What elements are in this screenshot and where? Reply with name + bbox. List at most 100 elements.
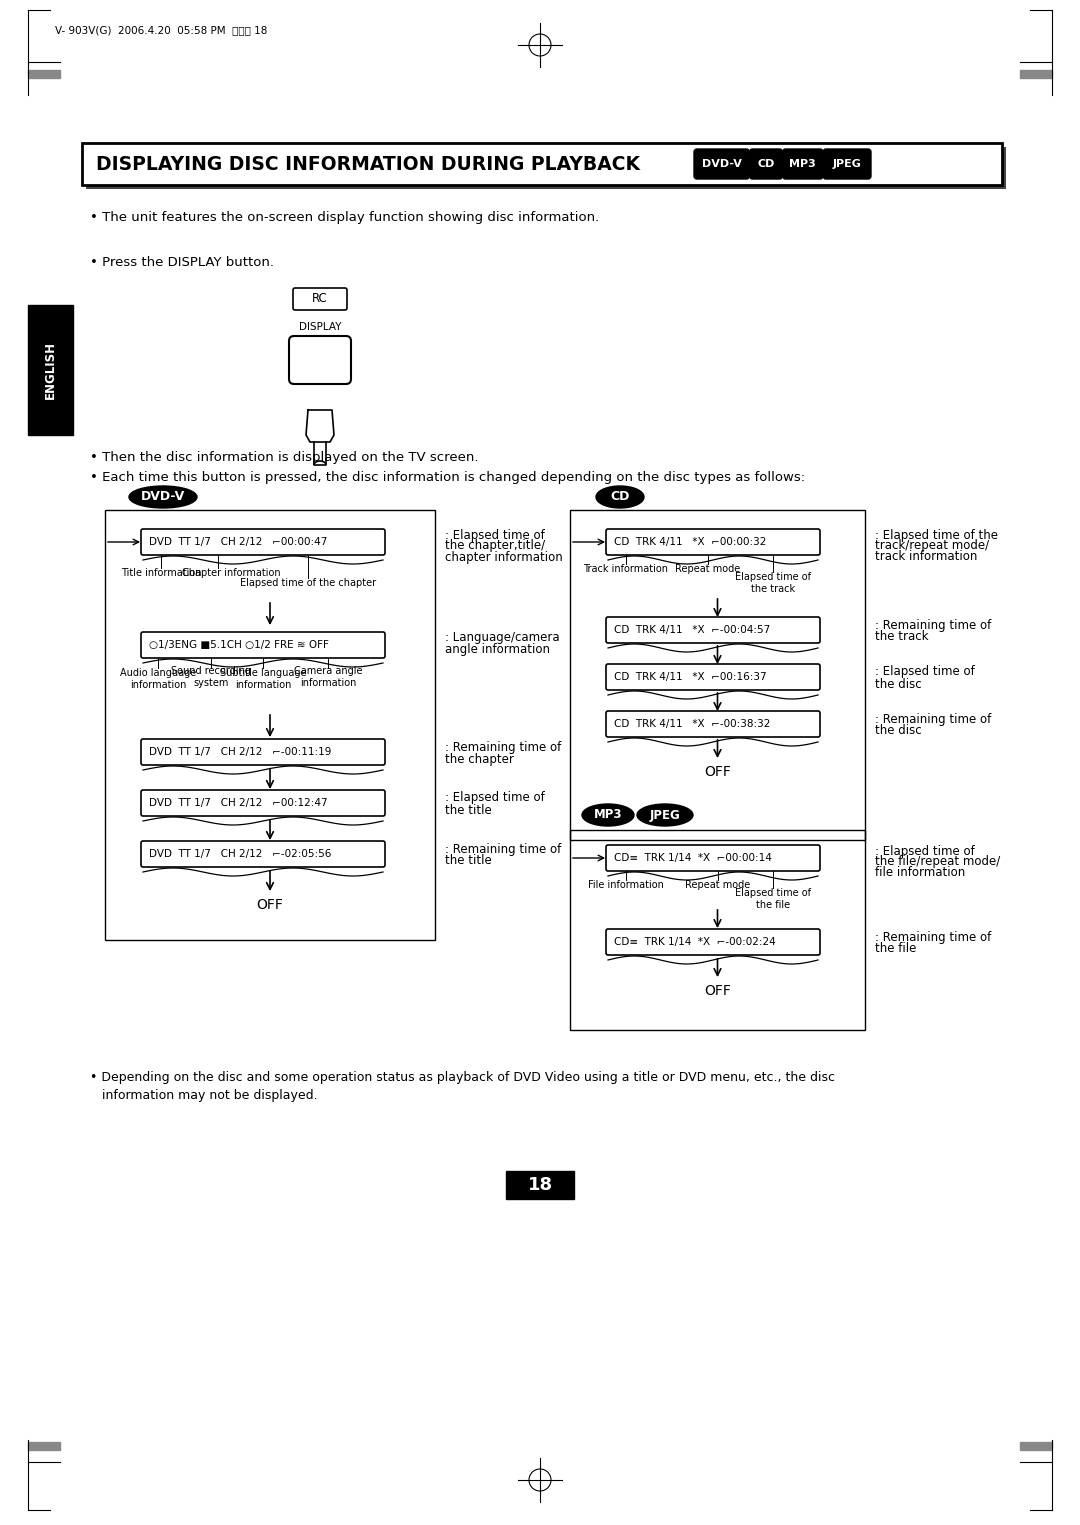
Text: DVD  TT 1/7   CH 2/12   ⌐00:00:47: DVD TT 1/7 CH 2/12 ⌐00:00:47 bbox=[149, 537, 327, 547]
Text: OFF: OFF bbox=[704, 984, 731, 997]
Ellipse shape bbox=[596, 486, 644, 508]
Bar bbox=[28, 1443, 60, 1450]
Text: CD  TRK 4/11   *X  ⌐-00:38:32: CD TRK 4/11 *X ⌐-00:38:32 bbox=[615, 718, 770, 729]
Bar bbox=[28, 305, 73, 435]
Text: : Language/camera: : Language/camera bbox=[445, 631, 559, 645]
Bar bbox=[507, 1171, 573, 1199]
FancyBboxPatch shape bbox=[141, 790, 384, 816]
Bar bbox=[105, 509, 435, 939]
FancyBboxPatch shape bbox=[141, 631, 384, 657]
Text: the title: the title bbox=[445, 854, 491, 868]
Text: V- 903V(G)  2006.4.20  05:58 PM  페이지 18: V- 903V(G) 2006.4.20 05:58 PM 페이지 18 bbox=[55, 24, 268, 35]
Text: RC: RC bbox=[312, 293, 328, 305]
Text: the chapter,title/: the chapter,title/ bbox=[445, 540, 545, 552]
Text: track/repeat mode/: track/repeat mode/ bbox=[875, 540, 989, 552]
Text: Repeat mode: Repeat mode bbox=[686, 880, 751, 891]
Text: Chapter information: Chapter information bbox=[181, 567, 281, 578]
FancyBboxPatch shape bbox=[694, 149, 750, 178]
Text: Subtitle language
information: Subtitle language information bbox=[219, 668, 307, 689]
Text: • The unit features the on-screen display function showing disc information.: • The unit features the on-screen displa… bbox=[90, 212, 599, 224]
Bar bbox=[570, 509, 865, 840]
Text: JPEG: JPEG bbox=[833, 159, 862, 169]
Ellipse shape bbox=[582, 804, 634, 827]
Ellipse shape bbox=[637, 804, 693, 827]
Text: CD  TRK 4/11   *X  ⌐00:00:32: CD TRK 4/11 *X ⌐00:00:32 bbox=[615, 537, 767, 547]
FancyBboxPatch shape bbox=[606, 618, 820, 644]
Text: • Depending on the disc and some operation status as playback of DVD Video using: • Depending on the disc and some operati… bbox=[90, 1072, 835, 1084]
FancyBboxPatch shape bbox=[606, 663, 820, 689]
Bar bbox=[1020, 70, 1052, 78]
FancyBboxPatch shape bbox=[606, 929, 820, 955]
Text: : Remaining time of: : Remaining time of bbox=[875, 712, 991, 726]
Text: the track: the track bbox=[875, 630, 929, 644]
Bar bbox=[1020, 1443, 1052, 1450]
Text: Elapsed time of
the file: Elapsed time of the file bbox=[735, 888, 811, 909]
Text: Repeat mode: Repeat mode bbox=[675, 564, 741, 573]
Text: the chapter: the chapter bbox=[445, 752, 514, 766]
Text: • Press the DISPLAY button.: • Press the DISPLAY button. bbox=[90, 256, 274, 268]
Text: Audio language
information: Audio language information bbox=[120, 668, 197, 689]
Text: track information: track information bbox=[875, 551, 977, 564]
Text: ENGLISH: ENGLISH bbox=[44, 342, 57, 400]
Text: Track information: Track information bbox=[583, 564, 669, 573]
Text: DVD  TT 1/7   CH 2/12   ⌐-00:11:19: DVD TT 1/7 CH 2/12 ⌐-00:11:19 bbox=[149, 747, 332, 756]
Text: : Elapsed time of the: : Elapsed time of the bbox=[875, 529, 998, 541]
Text: Elapsed time of the chapter: Elapsed time of the chapter bbox=[240, 578, 376, 589]
Text: DVD-V: DVD-V bbox=[702, 159, 742, 169]
Text: : Elapsed time of: : Elapsed time of bbox=[875, 845, 975, 857]
FancyBboxPatch shape bbox=[606, 711, 820, 737]
Text: the title: the title bbox=[445, 804, 491, 816]
Text: ○1/3ENG ■5.1CH ○1/2 FRE ≋ OFF: ○1/3ENG ■5.1CH ○1/2 FRE ≋ OFF bbox=[149, 640, 329, 650]
FancyBboxPatch shape bbox=[606, 845, 820, 871]
Text: CD≡  TRK 1/14  *X  ⌐-00:02:24: CD≡ TRK 1/14 *X ⌐-00:02:24 bbox=[615, 936, 775, 947]
Text: : Remaining time of: : Remaining time of bbox=[875, 619, 991, 631]
Text: information may not be displayed.: information may not be displayed. bbox=[90, 1089, 318, 1103]
Text: File information: File information bbox=[589, 880, 664, 891]
Bar bbox=[86, 146, 1005, 189]
Text: DVD  TT 1/7   CH 2/12   ⌐00:12:47: DVD TT 1/7 CH 2/12 ⌐00:12:47 bbox=[149, 798, 327, 808]
Text: OFF: OFF bbox=[704, 766, 731, 779]
Text: Camera angle
information: Camera angle information bbox=[294, 666, 362, 688]
Text: • Each time this button is pressed, the disc information is changed depending on: • Each time this button is pressed, the … bbox=[90, 471, 805, 485]
FancyBboxPatch shape bbox=[141, 840, 384, 868]
Text: CD  TRK 4/11   *X  ⌐-00:04:57: CD TRK 4/11 *X ⌐-00:04:57 bbox=[615, 625, 770, 634]
Text: Title information: Title information bbox=[121, 567, 201, 578]
FancyBboxPatch shape bbox=[141, 529, 384, 555]
Text: DVD  TT 1/7   CH 2/12   ⌐-02:05:56: DVD TT 1/7 CH 2/12 ⌐-02:05:56 bbox=[149, 849, 332, 859]
Text: Sound recording
system: Sound recording system bbox=[171, 666, 251, 688]
Text: CD≡  TRK 1/14  *X  ⌐00:00:14: CD≡ TRK 1/14 *X ⌐00:00:14 bbox=[615, 852, 772, 863]
Text: : Remaining time of: : Remaining time of bbox=[875, 930, 991, 944]
FancyBboxPatch shape bbox=[750, 149, 783, 178]
FancyBboxPatch shape bbox=[823, 149, 870, 178]
FancyBboxPatch shape bbox=[293, 288, 347, 310]
Text: file information: file information bbox=[875, 866, 966, 880]
Text: 18: 18 bbox=[527, 1176, 553, 1194]
Text: CD  TRK 4/11   *X  ⌐00:16:37: CD TRK 4/11 *X ⌐00:16:37 bbox=[615, 673, 767, 682]
Text: MP3: MP3 bbox=[789, 159, 816, 169]
Text: : Elapsed time of: : Elapsed time of bbox=[445, 529, 544, 541]
FancyBboxPatch shape bbox=[606, 529, 820, 555]
Text: DISPLAYING DISC INFORMATION DURING PLAYBACK: DISPLAYING DISC INFORMATION DURING PLAYB… bbox=[96, 154, 640, 174]
Text: DVD-V: DVD-V bbox=[140, 491, 185, 503]
Ellipse shape bbox=[129, 486, 197, 508]
Bar bbox=[82, 143, 1002, 185]
Text: DISPLAY: DISPLAY bbox=[299, 322, 341, 332]
Text: CD: CD bbox=[757, 159, 774, 169]
Text: angle information: angle information bbox=[445, 644, 550, 656]
Text: Elapsed time of
the track: Elapsed time of the track bbox=[735, 572, 811, 593]
Text: OFF: OFF bbox=[257, 898, 283, 912]
Text: : Remaining time of: : Remaining time of bbox=[445, 842, 562, 856]
Bar bbox=[570, 830, 865, 1029]
FancyBboxPatch shape bbox=[783, 149, 823, 178]
Text: CD: CD bbox=[610, 491, 630, 503]
FancyBboxPatch shape bbox=[141, 740, 384, 766]
Text: the disc: the disc bbox=[875, 677, 921, 691]
Text: JPEG: JPEG bbox=[650, 808, 680, 822]
Text: chapter information: chapter information bbox=[445, 551, 563, 564]
Text: : Elapsed time of: : Elapsed time of bbox=[445, 791, 544, 805]
FancyBboxPatch shape bbox=[289, 336, 351, 384]
Text: • Then the disc information is displayed on the TV screen.: • Then the disc information is displayed… bbox=[90, 451, 478, 465]
Text: the file: the file bbox=[875, 942, 916, 956]
Text: : Remaining time of: : Remaining time of bbox=[445, 741, 562, 753]
Text: : Elapsed time of: : Elapsed time of bbox=[875, 665, 975, 679]
